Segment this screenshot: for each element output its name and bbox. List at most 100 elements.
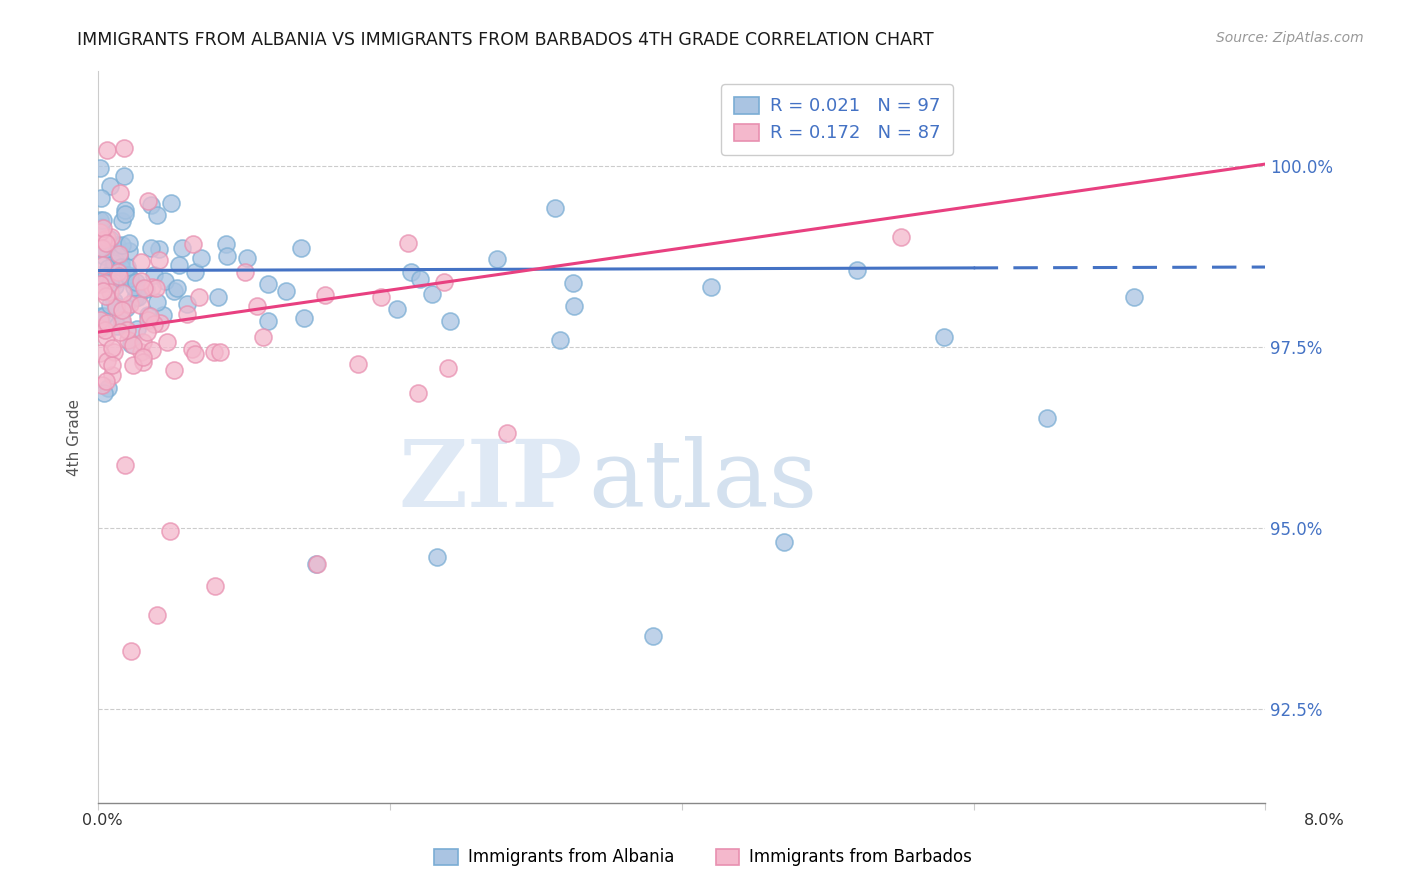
Point <box>98 231 121 245</box>
Point <box>105 271 128 285</box>
Point <box>136 313 159 327</box>
Point <box>98 298 121 312</box>
Point <box>145 281 167 295</box>
Point <box>110 326 132 340</box>
Point <box>89 277 111 292</box>
Point <box>121 358 143 372</box>
Point <box>89 271 111 285</box>
Point <box>406 385 429 400</box>
Point <box>100 179 122 194</box>
Point <box>91 213 114 227</box>
Point <box>105 300 128 314</box>
Point <box>90 377 112 392</box>
Point <box>128 298 150 312</box>
Point <box>110 214 132 228</box>
Point <box>217 248 239 262</box>
Point <box>274 284 297 298</box>
Point <box>207 290 229 304</box>
Point <box>233 265 256 279</box>
Point <box>110 260 132 274</box>
Point <box>148 252 170 267</box>
Point <box>114 458 136 472</box>
Point <box>89 241 111 255</box>
Point <box>136 194 159 209</box>
Point <box>122 338 145 352</box>
Point <box>94 288 117 302</box>
Point <box>93 284 115 298</box>
Point <box>94 323 117 337</box>
Point <box>112 141 135 155</box>
Point <box>1123 290 1146 304</box>
Point <box>396 236 419 251</box>
Point <box>166 280 188 294</box>
Point <box>426 549 449 564</box>
Point <box>120 297 142 311</box>
Point <box>101 358 124 372</box>
Point <box>370 290 392 304</box>
Point <box>96 231 118 245</box>
Point <box>94 276 117 290</box>
Point <box>256 277 278 291</box>
Point <box>131 355 153 369</box>
Point <box>152 309 174 323</box>
Point <box>91 271 114 285</box>
Point <box>433 275 456 289</box>
Point <box>256 314 278 328</box>
Point <box>97 261 120 276</box>
Point <box>103 294 125 309</box>
Point <box>890 229 912 244</box>
Point <box>115 323 138 337</box>
Point <box>89 212 111 227</box>
Point <box>129 254 152 268</box>
Point <box>96 316 118 330</box>
Point <box>127 290 149 304</box>
Point <box>120 337 142 351</box>
Point <box>117 333 139 347</box>
Point <box>163 363 186 377</box>
Point <box>96 235 118 250</box>
Point <box>160 196 183 211</box>
Point <box>103 344 125 359</box>
Point <box>93 309 115 323</box>
Point <box>202 344 225 359</box>
Point <box>98 285 121 299</box>
Point <box>94 269 117 284</box>
Point <box>146 208 169 222</box>
Point <box>159 524 181 539</box>
Point <box>146 294 169 309</box>
Point <box>846 262 869 277</box>
Point <box>96 143 118 157</box>
Point <box>111 286 134 301</box>
Point <box>91 233 114 247</box>
Point <box>1035 411 1057 425</box>
Point <box>399 265 422 279</box>
Point <box>141 280 163 294</box>
Point <box>112 169 135 183</box>
Text: Source: ZipAtlas.com: Source: ZipAtlas.com <box>1216 31 1364 45</box>
Point <box>105 319 128 334</box>
Y-axis label: 4th Grade: 4th Grade <box>67 399 83 475</box>
Point <box>188 290 211 304</box>
Point <box>97 381 120 395</box>
Point <box>124 291 146 305</box>
Point <box>141 343 163 357</box>
Point <box>96 354 118 368</box>
Point <box>146 607 169 622</box>
Point <box>104 300 127 314</box>
Point <box>94 330 117 344</box>
Point <box>215 236 238 251</box>
Point <box>90 220 112 235</box>
Point <box>118 235 141 250</box>
Point <box>114 207 136 221</box>
Point <box>184 346 207 360</box>
Point <box>103 256 125 270</box>
Point <box>305 557 328 571</box>
Text: IMMIGRANTS FROM ALBANIA VS IMMIGRANTS FROM BARBADOS 4TH GRADE CORRELATION CHART: IMMIGRANTS FROM ALBANIA VS IMMIGRANTS FR… <box>77 31 934 49</box>
Point <box>115 301 138 315</box>
Point <box>89 161 111 175</box>
Point <box>89 346 111 360</box>
Point <box>111 316 134 330</box>
Point <box>347 357 370 371</box>
Point <box>292 311 315 326</box>
Point <box>136 325 159 339</box>
